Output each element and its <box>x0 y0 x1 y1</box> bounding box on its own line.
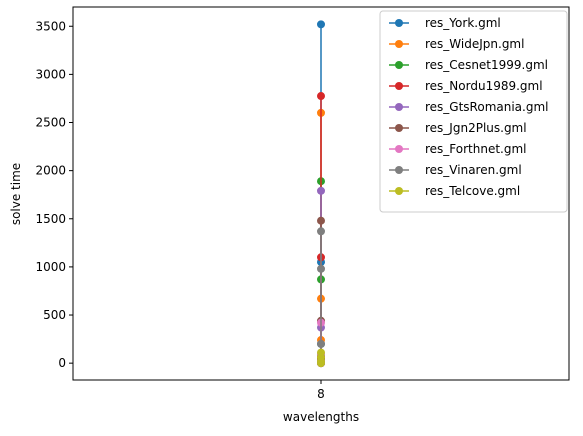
legend-marker <box>395 40 403 48</box>
legend-marker <box>395 19 403 27</box>
legend-label: res_GtsRomania.gml <box>425 100 549 114</box>
data-point <box>317 348 325 357</box>
y-tick-label: 3500 <box>35 19 66 33</box>
data-point <box>317 339 325 348</box>
y-axis-label: solve time <box>9 163 23 225</box>
y-tick-label: 2000 <box>35 164 66 178</box>
x-axis-label: wavelengths <box>283 410 359 424</box>
y-tick-label: 2500 <box>35 116 66 130</box>
legend-marker <box>395 61 403 69</box>
data-point <box>317 264 325 273</box>
legend-label: res_Vinaren.gml <box>425 163 522 177</box>
legend-label: res_Telcove.gml <box>425 184 520 198</box>
data-point <box>317 92 325 101</box>
data-point <box>317 227 325 236</box>
legend-box <box>379 10 568 213</box>
legend-marker <box>395 103 403 111</box>
legend-marker <box>395 145 403 153</box>
legend-label: res_Cesnet1999.gml <box>425 58 548 72</box>
legend-marker <box>395 82 403 90</box>
legend-marker <box>395 166 403 174</box>
data-point <box>317 20 325 29</box>
legend-label: res_Forthnet.gml <box>425 142 527 156</box>
legend-marker <box>395 187 403 195</box>
legend-label: res_WideJpn.gml <box>425 37 524 51</box>
y-tick-label: 1000 <box>35 260 66 274</box>
y-tick-label: 500 <box>43 308 66 322</box>
legend-label: res_York.gml <box>425 16 501 30</box>
data-point <box>317 186 325 195</box>
axis-layer: 0 500 1000 1500 2000 2500 3000 3500 8 <box>35 19 324 401</box>
legend-label: res_Nordu1989.gml <box>425 79 543 93</box>
legend-label: res_Jgn2Plus.gml <box>425 121 527 135</box>
y-tick-label: 0 <box>58 356 66 370</box>
legend: res_York.gml res_WideJpn.gml res_Cesnet199… <box>379 10 568 213</box>
data-point <box>317 216 325 225</box>
legend-marker <box>395 124 403 132</box>
x-tick-label: 8 <box>317 387 325 401</box>
y-tick-label: 1500 <box>35 212 66 226</box>
series-layer <box>317 20 325 368</box>
y-tick-label: 3000 <box>35 67 66 81</box>
